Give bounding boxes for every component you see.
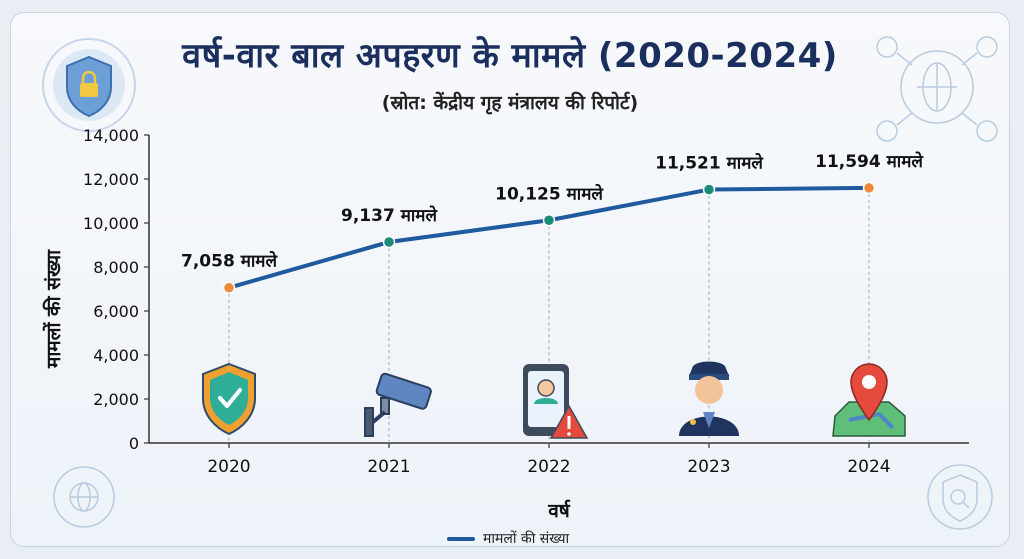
line-chart: 0 2,000 4,000 6,000 8,000 10,000 12,000 14,000 2… bbox=[83, 126, 969, 477]
security-camera-icon bbox=[364, 372, 432, 437]
y-tick-label: 12,000 bbox=[83, 170, 139, 189]
data-label: 11,521 मामले bbox=[655, 153, 764, 174]
y-tick-label: 4,000 bbox=[93, 346, 139, 365]
legend-label: मामलों की संख्या bbox=[483, 531, 570, 547]
data-point bbox=[862, 181, 876, 195]
map-pin-icon bbox=[832, 363, 906, 437]
data-point bbox=[222, 281, 236, 294]
data-label: 9,137 मामले bbox=[341, 205, 438, 226]
x-tick-label: 2020 bbox=[207, 457, 250, 477]
data-point bbox=[542, 214, 556, 227]
chart-title: वर्ष-वार बाल अपहरण के मामले (2020-2024) bbox=[182, 36, 838, 76]
data-label: 7,058 मामले bbox=[181, 251, 278, 272]
chart-card: वर्ष-वार बाल अपहरण के मामले (2020-2024) … bbox=[10, 12, 1010, 547]
chart-subtitle: (स्रोत: केंद्रीय गृह मंत्रालय की रिपोर्ट… bbox=[381, 92, 639, 114]
x-axis-label: वर्ष bbox=[548, 500, 570, 522]
legend-swatch bbox=[447, 536, 475, 541]
shield-check-icon bbox=[202, 362, 256, 436]
network-globe-deco-icon bbox=[876, 36, 998, 142]
data-point bbox=[382, 235, 396, 249]
data-label: 11,594 मामले bbox=[815, 151, 924, 172]
police-officer-icon bbox=[679, 361, 739, 436]
x-tick-label: 2023 bbox=[687, 457, 730, 477]
x-tick-label: 2022 bbox=[527, 457, 570, 477]
data-point bbox=[702, 183, 716, 196]
y-tick-label: 14,000 bbox=[83, 126, 139, 145]
data-label: 10,125 मामले bbox=[495, 183, 604, 204]
search-shield-deco-icon bbox=[927, 464, 993, 530]
security-shield-deco-icon bbox=[42, 38, 136, 132]
y-tick-label: 0 bbox=[129, 434, 139, 453]
x-tick-label: 2021 bbox=[367, 457, 410, 477]
y-tick-label: 6,000 bbox=[93, 302, 139, 321]
globe-deco-icon bbox=[53, 466, 115, 528]
y-tick-label: 8,000 bbox=[93, 258, 139, 277]
x-tick-label: 2024 bbox=[847, 457, 890, 477]
missing-child-alert-icon bbox=[523, 364, 589, 439]
y-tick-label: 2,000 bbox=[93, 390, 139, 409]
legend: मामलों की संख्या bbox=[447, 529, 570, 547]
y-tick-label: 10,000 bbox=[83, 214, 139, 233]
